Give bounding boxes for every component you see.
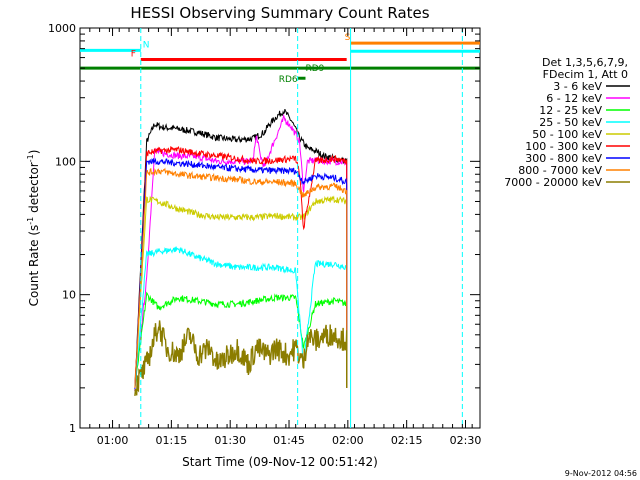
series-line-8 <box>134 320 348 396</box>
x-tick-label-1: 01:15 <box>156 434 188 447</box>
x-axis-ticks: 01:00 01:15 01:30 01:45 02:00 02:15 02:30 <box>79 28 482 447</box>
flag-label-5: RD6 <box>279 75 298 85</box>
x-tick-label-6: 02:30 <box>450 434 482 447</box>
chart-title: HESSI Observing Summary Count Rates <box>130 4 429 22</box>
x-tick-label-5: 02:15 <box>391 434 423 447</box>
legend-label-8: 7000 - 20000 keV <box>504 176 602 189</box>
legend-label-4: 50 - 100 keV <box>532 128 602 141</box>
y-tick-label-0: 1 <box>69 422 76 435</box>
x-tick-label-4: 02:00 <box>332 434 364 447</box>
series-line-0 <box>134 108 348 392</box>
flags-group: NF S RD6 RD9 <box>80 33 480 85</box>
y-axis-ticks: 1 10 100 1000 <box>48 22 480 435</box>
plot-frame <box>79 27 481 429</box>
series-line-5 <box>134 145 348 388</box>
timestamp: 9-Nov-2012 04:56 <box>565 469 637 478</box>
flag-label-6: RD9 <box>305 64 324 74</box>
legend-label-7: 800 - 7000 keV <box>518 164 602 177</box>
y-tick-label-3: 1000 <box>48 22 76 35</box>
legend-label-3: 25 - 50 keV <box>539 116 602 129</box>
legend-label-5: 100 - 300 keV <box>525 140 602 153</box>
legend-label-0: 3 - 6 keV <box>553 80 602 93</box>
vlines-group <box>140 28 463 428</box>
x-tick-label-3: 01:45 <box>273 434 305 447</box>
legend-label-1: 6 - 12 keV <box>546 92 602 105</box>
x-tick-label-2: 01:30 <box>214 434 246 447</box>
series-line-2 <box>134 291 348 388</box>
series-line-3 <box>134 246 348 388</box>
series-line-7 <box>134 167 348 388</box>
legend-label-6: 300 - 800 keV <box>525 152 602 165</box>
x-tick-label-0: 01:00 <box>97 434 129 447</box>
y-axis-label: Count Rate (s-1 detector-1) <box>26 150 41 307</box>
legend-header-0: Det 1,3,5,6,7,9, <box>542 56 628 69</box>
flag-label-1: F <box>131 50 136 60</box>
series-line-4 <box>134 195 348 388</box>
x-axis-label: Start Time (09-Nov-12 00:51:42) <box>182 455 378 469</box>
flag-label-2: S <box>345 33 351 43</box>
y-tick-label-2: 100 <box>55 155 76 168</box>
y-tick-label-1: 10 <box>62 289 76 302</box>
legend: Det 1,3,5,6,7,9,FDecim 1, Att 03 - 6 keV… <box>504 56 630 189</box>
series-line-6 <box>134 157 348 390</box>
flag-label-0: N <box>143 40 150 50</box>
legend-label-2: 12 - 25 keV <box>539 104 602 117</box>
series-group <box>134 108 348 396</box>
legend-header-1: FDecim 1, Att 0 <box>543 68 628 81</box>
